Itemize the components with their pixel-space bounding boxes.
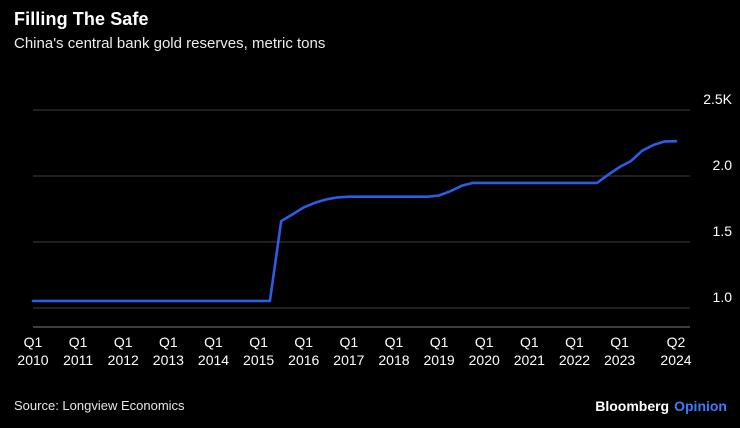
x-tick-quarter: Q1 bbox=[430, 334, 449, 350]
x-tick-quarter: Q1 bbox=[159, 334, 178, 350]
x-tick-year: 2023 bbox=[604, 352, 635, 368]
x-tick-year: 2017 bbox=[333, 352, 364, 368]
opinion-wordmark: Opinion bbox=[674, 398, 727, 414]
y-tick-label: 1.5 bbox=[713, 223, 733, 239]
x-tick-quarter: Q1 bbox=[204, 334, 223, 350]
x-tick-year: 2011 bbox=[63, 352, 93, 368]
x-tick-year: 2012 bbox=[108, 352, 139, 368]
chart-subtitle: China's central bank gold reserves, metr… bbox=[14, 35, 326, 52]
x-tick-quarter: Q1 bbox=[294, 334, 313, 350]
x-tick-year: 2021 bbox=[514, 352, 545, 368]
x-tick-year: 2013 bbox=[153, 352, 184, 368]
x-tick-quarter: Q1 bbox=[610, 334, 629, 350]
x-tick-quarter: Q1 bbox=[69, 334, 88, 350]
x-tick-year: 2010 bbox=[17, 352, 48, 368]
x-tick-quarter: Q1 bbox=[249, 334, 268, 350]
x-tick-year: 2022 bbox=[559, 352, 590, 368]
bloomberg-wordmark: Bloomberg bbox=[595, 398, 670, 414]
line-chart: 1.0 1.5 2.0 2.5K Q1 2010 Q1 2011 Q1 2012 Q1 2013 Q1 2… bbox=[17, 91, 733, 368]
x-tick-quarter: Q1 bbox=[385, 334, 404, 350]
x-tick-quarter: Q1 bbox=[340, 334, 359, 350]
x-tick-quarter: Q1 bbox=[24, 334, 43, 350]
x-tick-year: 2020 bbox=[469, 352, 500, 368]
chart-title: Filling The Safe bbox=[14, 9, 149, 29]
x-tick-year: 2018 bbox=[378, 352, 409, 368]
x-tick-year: 2024 bbox=[660, 352, 691, 368]
bloomberg-logo: Bloomberg Opinion bbox=[595, 398, 727, 414]
x-tick-year: 2015 bbox=[243, 352, 274, 368]
x-tick-year: 2014 bbox=[198, 352, 229, 368]
x-tick-year: 2016 bbox=[288, 352, 319, 368]
x-tick-year: 2019 bbox=[424, 352, 455, 368]
reserves-line-series bbox=[31, 139, 678, 303]
y-tick-label: 2.0 bbox=[713, 157, 733, 173]
x-tick-quarter: Q1 bbox=[520, 334, 539, 350]
x-tick-quarter: Q1 bbox=[475, 334, 494, 350]
y-tick-label: 1.0 bbox=[713, 289, 733, 305]
x-tick-quarter: Q2 bbox=[667, 334, 686, 350]
source-note: Source: Longview Economics bbox=[14, 398, 185, 413]
y-tick-label: 2.5K bbox=[703, 91, 732, 107]
x-tick-quarter: Q1 bbox=[114, 334, 133, 350]
x-tick-quarter: Q1 bbox=[565, 334, 584, 350]
